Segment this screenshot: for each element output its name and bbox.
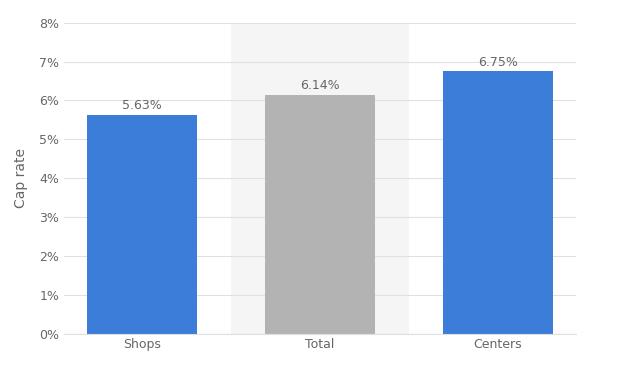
Text: 6.75%: 6.75% — [477, 56, 518, 69]
Y-axis label: Cap rate: Cap rate — [14, 148, 28, 208]
Bar — [265, 95, 375, 334]
Text: 6.14%: 6.14% — [300, 79, 340, 92]
Bar — [87, 115, 197, 334]
Text: 5.63%: 5.63% — [122, 99, 162, 112]
Bar — [443, 71, 553, 334]
Bar — [231, 23, 409, 334]
